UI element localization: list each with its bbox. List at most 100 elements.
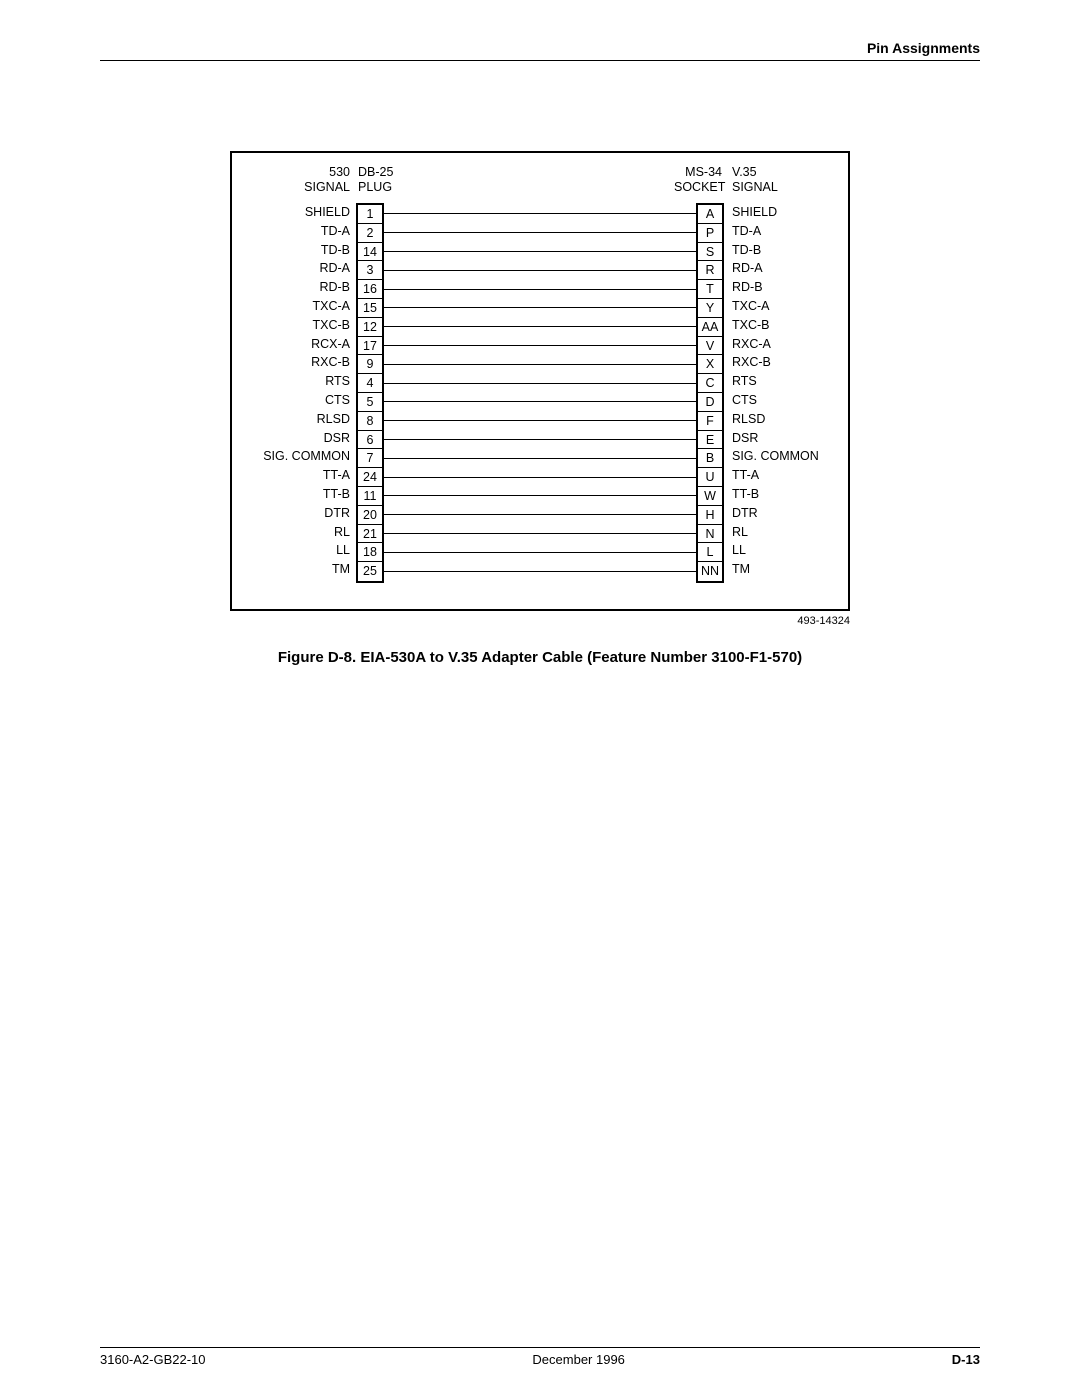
- left-signal-label: DSR: [248, 429, 350, 448]
- footer-doc: 3160-A2-GB22-10: [100, 1352, 206, 1367]
- right-signal-labels: SHIELDTD-ATD-BRD-ARD-BTXC-ATXC-BRXC-ARXC…: [724, 203, 832, 583]
- ms34-pin: T: [698, 280, 722, 299]
- hdr-530-signal: 530 SIGNAL: [248, 165, 356, 195]
- db25-pin: 24: [358, 468, 382, 487]
- wire: [384, 514, 696, 515]
- ms34-pin: F: [698, 412, 722, 431]
- right-signal-label: RD-B: [732, 278, 832, 297]
- db25-pin: 9: [358, 355, 382, 374]
- hdr-db25-plug: DB-25 PLUG: [356, 165, 396, 195]
- left-signal-label: RD-A: [248, 259, 350, 278]
- db25-pin: 16: [358, 280, 382, 299]
- db25-pin: 17: [358, 337, 382, 356]
- wire: [384, 232, 696, 233]
- left-signal-label: SHIELD: [248, 203, 350, 222]
- right-signal-label: TT-B: [732, 485, 832, 504]
- right-signal-label: RTS: [732, 372, 832, 391]
- page-footer: 3160-A2-GB22-10 December 1996 D-13: [100, 1347, 980, 1367]
- wire: [384, 477, 696, 478]
- wire: [384, 495, 696, 496]
- wire: [384, 458, 696, 459]
- ms34-pin: R: [698, 261, 722, 280]
- right-signal-label: TXC-A: [732, 297, 832, 316]
- ms34-pin: E: [698, 431, 722, 450]
- figure-caption: Figure D-8. EIA-530A to V.35 Adapter Cab…: [100, 649, 980, 666]
- left-signal-label: LL: [248, 541, 350, 560]
- ms34-pin: B: [698, 449, 722, 468]
- page-header: Pin Assignments: [100, 40, 980, 61]
- wire: [384, 401, 696, 402]
- right-signal-label: RXC-B: [732, 353, 832, 372]
- db25-pin: 2: [358, 224, 382, 243]
- left-signal-label: TXC-B: [248, 316, 350, 335]
- db25-pin: 18: [358, 543, 382, 562]
- left-signal-label: CTS: [248, 391, 350, 410]
- left-signal-label: TM: [248, 560, 350, 579]
- right-signal-label: RXC-A: [732, 335, 832, 354]
- db25-pin: 1: [358, 205, 382, 224]
- wire: [384, 552, 696, 553]
- left-signal-label: RXC-B: [248, 353, 350, 372]
- right-signal-label: RL: [732, 523, 832, 542]
- left-signal-label: RTS: [248, 372, 350, 391]
- db25-pin-column: 1214316151217945867241120211825: [356, 203, 384, 583]
- db25-pin: 3: [358, 261, 382, 280]
- footer-date: December 1996: [532, 1352, 625, 1367]
- left-signal-label: RLSD: [248, 410, 350, 429]
- wire: [384, 364, 696, 365]
- ms34-pin: W: [698, 487, 722, 506]
- db25-pin: 11: [358, 487, 382, 506]
- right-signal-label: TD-A: [732, 222, 832, 241]
- diagram-frame: 530 SIGNAL DB-25 PLUG MS-34 SOCKET V.35 …: [230, 151, 850, 611]
- wire: [384, 213, 696, 214]
- right-signal-label: TT-A: [732, 466, 832, 485]
- db25-pin: 7: [358, 449, 382, 468]
- db25-pin: 21: [358, 525, 382, 544]
- left-signal-label: TT-A: [248, 466, 350, 485]
- db25-pin: 15: [358, 299, 382, 318]
- wire: [384, 420, 696, 421]
- hdr-ms34-socket: MS-34 SOCKET: [674, 165, 724, 195]
- left-signal-label: TT-B: [248, 485, 350, 504]
- left-signal-label: RCX-A: [248, 335, 350, 354]
- db25-pin: 4: [358, 374, 382, 393]
- right-signal-label: TD-B: [732, 241, 832, 260]
- right-signal-label: LL: [732, 541, 832, 560]
- right-signal-label: SHIELD: [732, 203, 832, 222]
- footer-page: D-13: [952, 1352, 980, 1367]
- ms34-pin: X: [698, 355, 722, 374]
- wire: [384, 251, 696, 252]
- db25-pin: 12: [358, 318, 382, 337]
- right-signal-label: TM: [732, 560, 832, 579]
- ms34-pin: N: [698, 525, 722, 544]
- right-signal-label: SIG. COMMON: [732, 447, 832, 466]
- right-signal-label: RLSD: [732, 410, 832, 429]
- wire: [384, 383, 696, 384]
- reference-number: 493-14324: [797, 615, 850, 627]
- db25-pin: 8: [358, 412, 382, 431]
- left-signal-label: DTR: [248, 504, 350, 523]
- left-signal-labels: SHIELDTD-ATD-BRD-ARD-BTXC-ATXC-BRCX-ARXC…: [248, 203, 356, 583]
- ms34-pin-column: APSRTYAAVXCDFEBUWHNLNN: [696, 203, 724, 583]
- ms34-pin: V: [698, 337, 722, 356]
- ms34-pin: L: [698, 543, 722, 562]
- right-signal-label: DTR: [732, 504, 832, 523]
- ms34-pin: NN: [698, 562, 722, 581]
- ms34-pin: A: [698, 205, 722, 224]
- wire: [384, 571, 696, 572]
- left-signal-label: RL: [248, 523, 350, 542]
- ms34-pin: H: [698, 506, 722, 525]
- ms34-pin: U: [698, 468, 722, 487]
- wire: [384, 533, 696, 534]
- wire-lines: [384, 203, 696, 583]
- column-headers: 530 SIGNAL DB-25 PLUG MS-34 SOCKET V.35 …: [248, 165, 832, 195]
- ms34-pin: Y: [698, 299, 722, 318]
- ms34-pin: S: [698, 243, 722, 262]
- db25-pin: 25: [358, 562, 382, 581]
- db25-pin: 6: [358, 431, 382, 450]
- wire: [384, 289, 696, 290]
- hdr-v35-signal: V.35 SIGNAL: [724, 165, 832, 195]
- header-section: Pin Assignments: [867, 40, 980, 56]
- wire: [384, 439, 696, 440]
- ms34-pin: C: [698, 374, 722, 393]
